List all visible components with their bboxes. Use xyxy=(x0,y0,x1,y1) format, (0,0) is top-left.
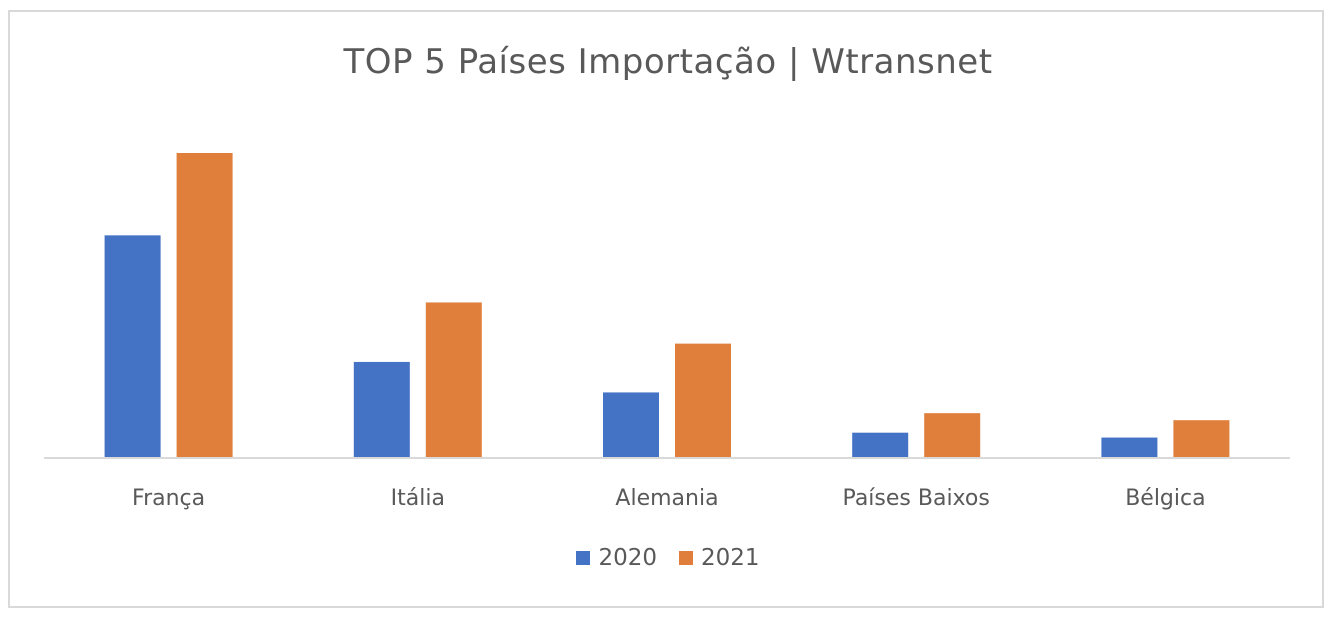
x-tick-label: Alemania xyxy=(615,486,718,511)
x-tick-label: França xyxy=(132,486,205,511)
legend-item-2020: 2020 xyxy=(576,545,657,571)
bar-2020-3 xyxy=(603,392,659,458)
x-tick-label: Países Baixos xyxy=(843,486,990,511)
bar-2021-2 xyxy=(425,302,482,458)
bars-group xyxy=(104,153,1230,458)
x-tick-label: Bélgica xyxy=(1125,486,1205,511)
bar-2021-1 xyxy=(176,153,233,458)
x-tick-label: Itália xyxy=(391,486,445,511)
bar-2020-5 xyxy=(1101,437,1158,458)
bar-2021-4 xyxy=(924,413,981,458)
bar-2020-4 xyxy=(852,432,909,458)
legend-item-2021: 2021 xyxy=(679,545,760,571)
bar-2021-3 xyxy=(675,343,731,458)
bar-2020-1 xyxy=(104,235,161,458)
chart-title: TOP 5 Países Importação | Wtransnet xyxy=(343,42,993,82)
legend-swatch-2021 xyxy=(679,551,693,565)
legend: 2020 2021 xyxy=(0,545,1336,571)
bar-2020-2 xyxy=(353,361,410,458)
legend-label-2020: 2020 xyxy=(598,545,657,571)
x-tick-labels: França Itália Alemania Países Baixos Bélgica xyxy=(132,486,1206,511)
legend-swatch-2020 xyxy=(576,551,591,565)
legend-label-2021: 2021 xyxy=(701,545,760,571)
bar-2021-5 xyxy=(1173,420,1230,458)
